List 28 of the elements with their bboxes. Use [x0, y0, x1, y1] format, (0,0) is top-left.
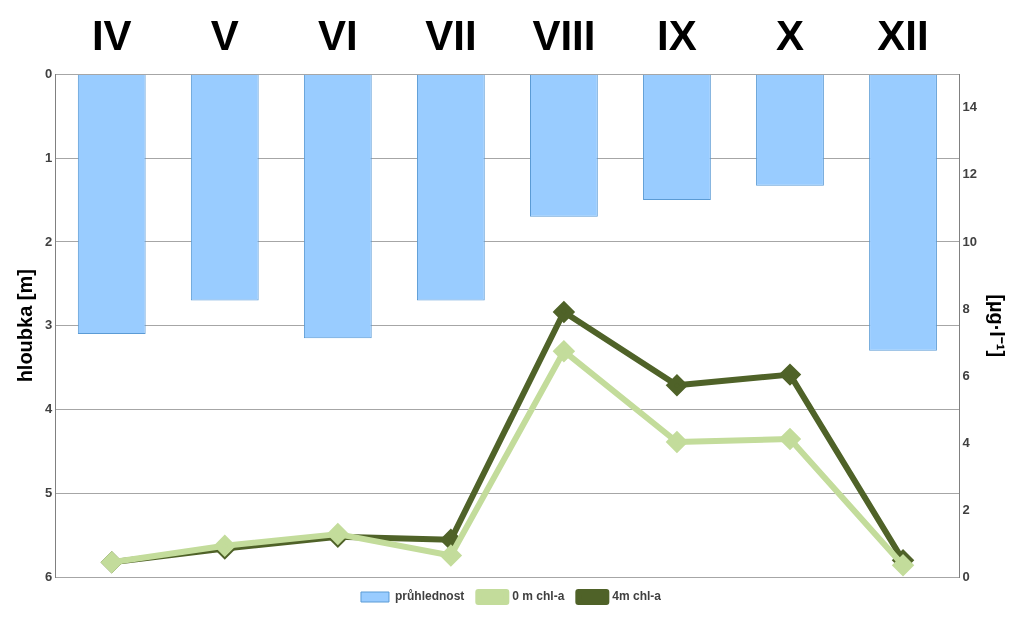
x-tick-label: V [210, 11, 239, 59]
y2-tick-label: 6 [962, 367, 970, 383]
y-tick-label: 4 [45, 401, 53, 417]
y2-tick-label: 2 [962, 501, 970, 517]
y2-tick-label: 10 [962, 233, 978, 249]
legend-label: průhlednost [394, 589, 465, 604]
y2-tick-label: 4 [962, 434, 971, 450]
legend-label: 0 m chl-a [512, 589, 565, 604]
y2-tick-label: 8 [962, 300, 970, 316]
x-tick-label: VI [317, 11, 358, 59]
y-tick-label: 5 [45, 484, 53, 500]
x-tick-label: IX [657, 11, 697, 59]
x-tick-label: X [775, 11, 804, 59]
y-tick-label: 1 [45, 149, 53, 165]
y2-tick-label: 0 [962, 568, 970, 584]
x-tick-label: VIII [532, 11, 596, 59]
y2-tick-label: 14 [962, 99, 978, 115]
y-tick-label: 6 [45, 568, 53, 584]
x-tick-label: XII [877, 11, 929, 59]
x-tick-label: IV [91, 11, 132, 59]
y-tick-label: 3 [45, 317, 53, 333]
y2-tick-label: 12 [962, 166, 978, 182]
y-tick-label: 2 [45, 233, 53, 249]
x-tick-label: VII [425, 11, 477, 59]
y2-axis-title: [µg·l⁻¹] [986, 294, 1009, 358]
y-axis-title: hloubka [m] [13, 269, 36, 383]
y-tick-label: 0 [45, 65, 53, 81]
legend-label: 4m chl-a [612, 589, 662, 604]
